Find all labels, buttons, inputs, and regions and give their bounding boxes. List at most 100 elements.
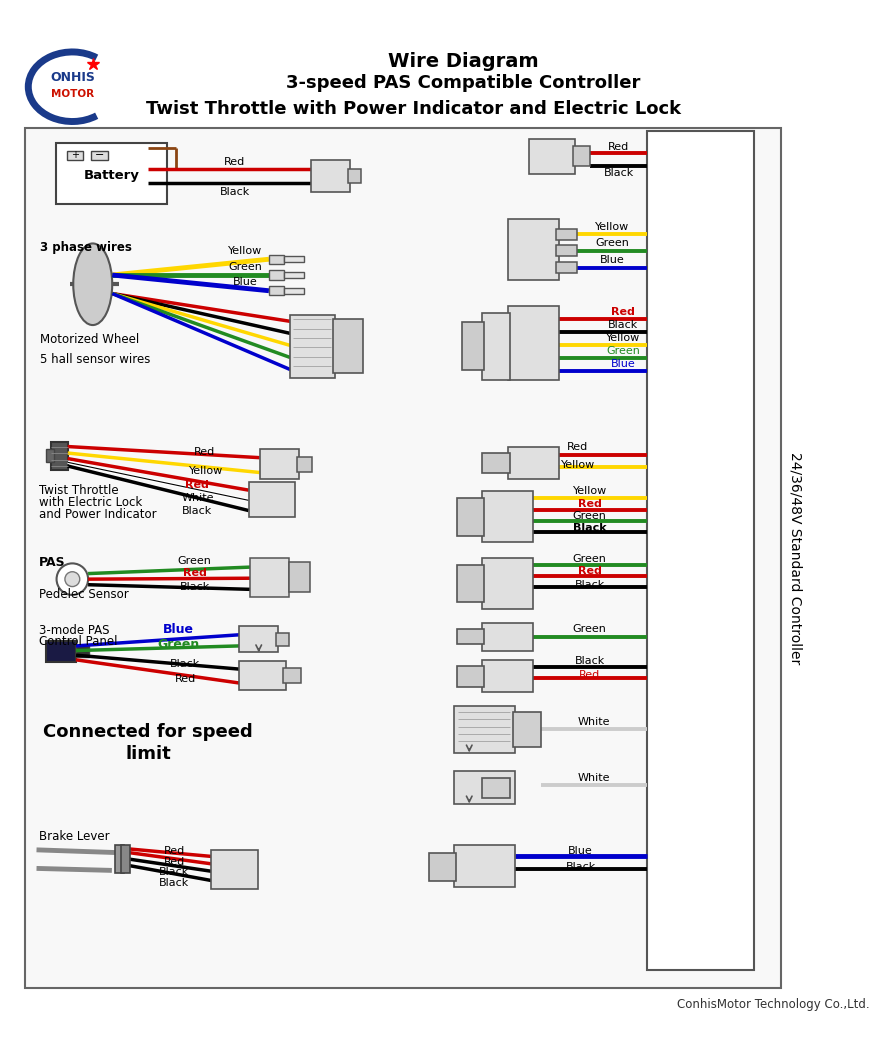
Text: Green: Green bbox=[572, 553, 606, 564]
Text: White: White bbox=[577, 773, 610, 782]
Text: with Electric Lock: with Electric Lock bbox=[39, 496, 142, 509]
Text: Yellow: Yellow bbox=[228, 246, 262, 255]
Text: Connected for speed: Connected for speed bbox=[44, 723, 254, 741]
Text: Motorized Wheel: Motorized Wheel bbox=[40, 334, 139, 347]
Bar bbox=[91, 151, 107, 160]
Bar bbox=[430, 852, 456, 881]
Bar bbox=[529, 139, 575, 174]
Bar bbox=[115, 845, 124, 873]
Text: 24/36/48V Standard Controller: 24/36/48V Standard Controller bbox=[789, 452, 803, 664]
Text: 3-speed PAS Compatible Controller: 3-speed PAS Compatible Controller bbox=[287, 74, 641, 92]
Bar bbox=[462, 322, 484, 371]
Text: Black: Black bbox=[179, 582, 210, 591]
Text: White: White bbox=[577, 717, 610, 727]
Bar bbox=[482, 778, 510, 798]
Text: Blue: Blue bbox=[600, 255, 624, 265]
Bar bbox=[67, 151, 83, 160]
Bar bbox=[508, 446, 559, 479]
Text: Red: Red bbox=[185, 479, 209, 490]
Text: Green: Green bbox=[157, 637, 199, 651]
Bar bbox=[284, 272, 305, 278]
Text: 3-mode PAS: 3-mode PAS bbox=[39, 623, 110, 637]
Bar bbox=[76, 646, 89, 657]
Text: Black: Black bbox=[220, 188, 250, 197]
Text: Twist Throttle with Power Indicator and Electric Lock: Twist Throttle with Power Indicator and … bbox=[146, 100, 681, 118]
Text: −: − bbox=[95, 151, 104, 160]
Bar bbox=[508, 219, 559, 280]
Bar bbox=[457, 630, 484, 644]
Bar bbox=[46, 641, 76, 661]
Text: Twist Throttle: Twist Throttle bbox=[39, 483, 119, 497]
Bar bbox=[573, 146, 589, 166]
Text: Blue: Blue bbox=[232, 278, 257, 287]
Bar bbox=[647, 131, 754, 971]
Bar bbox=[284, 257, 305, 262]
Text: Black: Black bbox=[575, 580, 605, 589]
Bar bbox=[482, 453, 510, 474]
Text: Yellow: Yellow bbox=[572, 487, 607, 496]
Bar bbox=[290, 315, 335, 378]
Bar bbox=[482, 622, 533, 651]
Text: Black: Black bbox=[575, 656, 605, 666]
Text: and Power Indicator: and Power Indicator bbox=[39, 508, 156, 520]
Text: Yellow: Yellow bbox=[595, 222, 630, 232]
Bar bbox=[347, 170, 361, 183]
Bar bbox=[311, 160, 349, 193]
Bar bbox=[51, 442, 68, 470]
Text: Red: Red bbox=[175, 674, 196, 685]
Text: Blue: Blue bbox=[568, 846, 593, 855]
Text: Black: Black bbox=[181, 507, 212, 516]
Text: ConhisMotor Technology Co.,Ltd.: ConhisMotor Technology Co.,Ltd. bbox=[677, 999, 870, 1011]
Text: Red: Red bbox=[183, 568, 206, 578]
Bar bbox=[212, 850, 258, 889]
Text: Red: Red bbox=[578, 499, 602, 509]
Bar bbox=[269, 270, 284, 280]
Bar bbox=[513, 711, 540, 747]
Text: Green: Green bbox=[572, 624, 606, 634]
Bar bbox=[239, 660, 286, 690]
Text: Red: Red bbox=[163, 856, 185, 867]
Bar bbox=[260, 449, 298, 479]
Bar bbox=[482, 659, 533, 692]
Text: Battery: Battery bbox=[83, 170, 139, 182]
Circle shape bbox=[56, 563, 88, 595]
Text: Red: Red bbox=[163, 846, 185, 855]
Bar bbox=[556, 262, 577, 273]
Text: ONHIS: ONHIS bbox=[50, 71, 95, 84]
Text: Red: Red bbox=[578, 566, 602, 576]
Bar bbox=[46, 449, 54, 462]
Text: limit: limit bbox=[126, 745, 171, 763]
Bar bbox=[250, 558, 289, 597]
Text: Black: Black bbox=[159, 867, 189, 878]
Text: Black: Black bbox=[573, 524, 606, 533]
Bar bbox=[482, 313, 510, 379]
Bar bbox=[289, 563, 310, 593]
Text: MOTOR: MOTOR bbox=[51, 89, 94, 100]
Bar bbox=[482, 491, 533, 542]
Bar bbox=[25, 127, 780, 988]
Text: Brake Lever: Brake Lever bbox=[39, 830, 110, 843]
Text: Red: Red bbox=[580, 670, 600, 679]
Bar bbox=[284, 288, 305, 294]
Bar bbox=[296, 457, 312, 472]
Text: 5 hall sensor wires: 5 hall sensor wires bbox=[40, 353, 150, 366]
Text: 3 phase wires: 3 phase wires bbox=[40, 241, 132, 253]
Bar bbox=[457, 667, 484, 687]
Text: White: White bbox=[181, 494, 213, 504]
Bar bbox=[556, 229, 577, 240]
Text: Yellow: Yellow bbox=[606, 333, 640, 343]
Text: Red: Red bbox=[611, 307, 635, 317]
Text: Pedelec Sensor: Pedelec Sensor bbox=[39, 588, 129, 601]
Circle shape bbox=[65, 571, 79, 586]
Text: Red: Red bbox=[194, 447, 214, 457]
Text: Black: Black bbox=[604, 167, 634, 178]
Bar bbox=[508, 305, 559, 379]
Text: Green: Green bbox=[572, 511, 606, 522]
Bar bbox=[283, 668, 301, 683]
Bar bbox=[457, 565, 484, 602]
Bar bbox=[269, 286, 284, 296]
Text: Black: Black bbox=[565, 862, 596, 871]
Bar bbox=[482, 558, 533, 608]
Bar bbox=[55, 143, 167, 204]
Text: Red: Red bbox=[224, 157, 246, 166]
